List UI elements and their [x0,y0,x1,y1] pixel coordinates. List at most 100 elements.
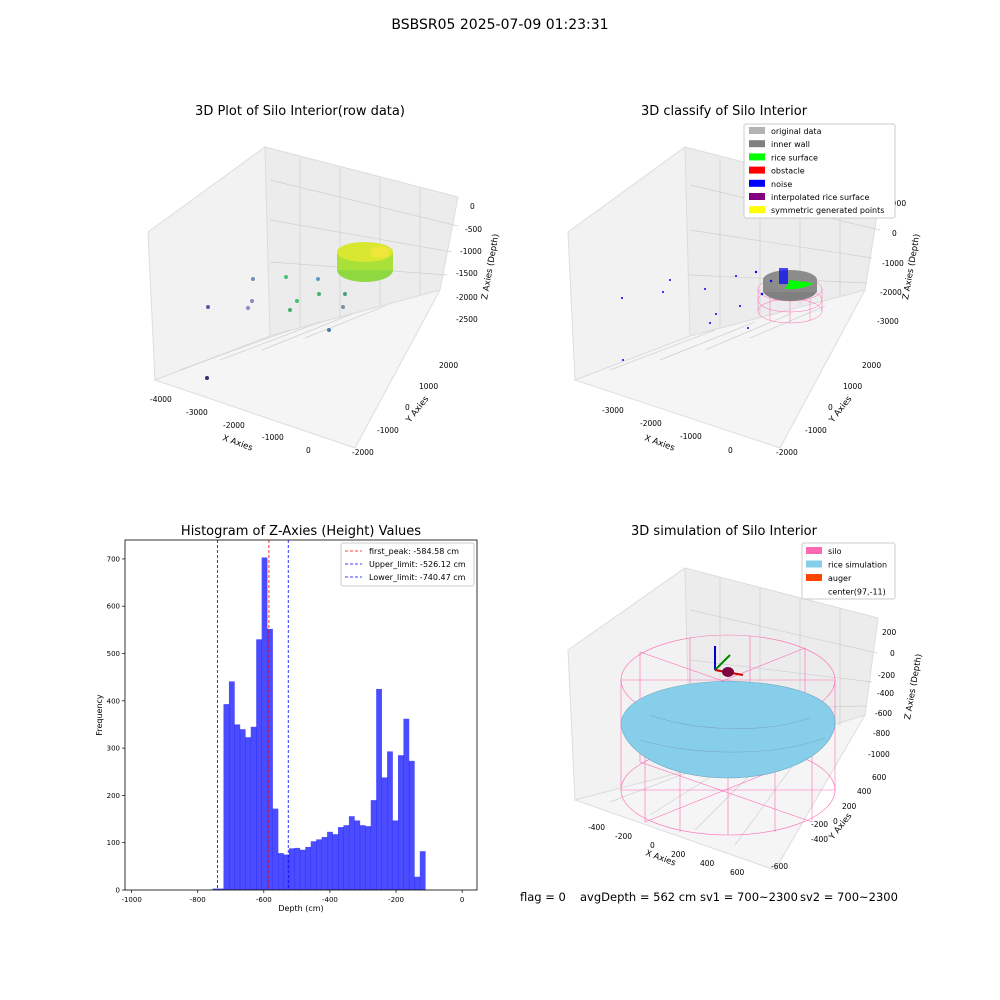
hist-bar [234,724,241,890]
sim-ztick: 200 [882,628,897,637]
legend-label: center(97,-11) [828,588,886,597]
classify-noise-point [747,327,749,329]
hist-bar [359,825,366,890]
hist-bar [321,837,328,890]
classify-xlabel: X Axies [643,433,676,453]
sim-ylabel: Y Axies [827,811,855,843]
legend-label: rice simulation [828,561,887,570]
sim-xtick: 0 [650,841,655,850]
hist-xlabel: Depth (cm) [278,904,323,913]
sim-rice-surface [620,680,836,779]
legend-swatch [749,206,765,214]
hist-xtick-label: -600 [256,896,272,904]
hist-bar [343,825,350,890]
raw-point [206,305,210,309]
raw-xtick: -3000 [186,408,208,417]
classify-noise-point [704,288,706,290]
hist-bar [414,876,421,890]
hist-legend-label: Upper_limit: -526.12 cm [369,560,466,569]
raw-ytick: 1000 [419,382,438,391]
hist-xtick-label: -200 [388,896,404,904]
classify-noise-point [739,305,741,307]
sim-ytick: 0 [833,817,838,826]
sim-xtick: -400 [588,823,605,832]
status-flag: flag = 0 [520,890,566,904]
hist-bar [305,846,312,890]
sim-panel-title: 3D simulation of Silo Interior [631,524,817,539]
classify-xtick: -3000 [602,406,624,415]
hist-bars [212,557,426,890]
sim-legend-box [801,542,896,600]
sim-ytick: -600 [771,862,788,871]
sim-rice-contour [649,714,811,729]
raw-point [251,277,255,281]
raw-point [284,275,288,279]
hist-bar [376,688,382,890]
classify-legend: original data inner wall rice surface obsta… [743,123,896,219]
classify-xtick: -1000 [680,432,702,441]
raw-point [205,376,209,380]
legend-label: auger [828,574,852,583]
raw-xtick: -2000 [223,421,245,430]
histogram-chart: -1000 -800 -600 -400 -200 0 0 100 200 300 400 500 6… [95,539,478,913]
hist-xtick-label: 0 [460,896,464,904]
hist-bar [267,628,273,890]
sim-ztick: 0 [890,649,895,658]
hist-bar [250,726,257,890]
legend-swatch [749,153,765,161]
classify-noise-cluster [779,268,788,284]
classify-rice-surface [785,280,813,290]
hist-ylabel: Frequency [95,694,104,736]
status-avg-depth: avgDepth = 562 cm [580,890,697,904]
hist-bar [256,639,262,890]
hist-title: Histogram of Z-Axies (Height) Values [180,524,422,539]
sim-ztick: -400 [877,689,894,698]
legend-swatch [749,127,765,134]
hist-bar [294,847,301,890]
hist-ytick-label: 100 [107,839,120,847]
hist-bar [381,777,388,890]
hist-bar [261,557,268,890]
legend-label: silo [828,547,842,556]
hist-ytick-label: 400 [107,697,120,705]
classify-ytick: 0 [828,403,833,412]
hist-bar [365,826,372,890]
classify-ytick: -1000 [805,426,827,435]
classify-ytick: 2000 [862,361,881,370]
raw-ztick: -2000 [456,293,478,302]
hist-bar [370,800,377,890]
legend-swatch [749,179,765,187]
sim-ztick: -600 [875,709,892,718]
hist-bar [403,718,410,890]
hist-bar [408,760,415,890]
sim-ytick: -200 [811,820,828,829]
classify-noise-point [669,279,671,281]
raw-ytick: 0 [405,403,410,412]
hist-bar [288,848,295,890]
hist-xtick-label: -1000 [121,896,141,904]
raw-point [343,292,347,296]
raw-ztick: -1500 [456,269,478,278]
classify-noise-point [754,270,758,274]
hist-bar [338,827,344,890]
hist-xtick-label: -400 [322,896,338,904]
sim-tick-labels: -400 -200 0 200 400 600 -600 -400 -200 0… [588,628,897,877]
hist-bar [278,853,284,890]
hist-bar [228,681,235,890]
classify-3d-plot: -3000 -2000 -1000 0 -2000 -1000 0 1000 2… [567,123,923,457]
legend-label: obstacle [771,167,805,176]
raw-ztick: 0 [470,202,475,211]
hist-bar [239,729,246,890]
raw-point [316,277,320,281]
hist-xticks: -1000 -800 -600 -400 -200 0 [121,890,464,904]
hist-ytick-label: 0 [116,887,120,895]
classify-xtick: -2000 [640,419,662,428]
sim-auger-y-axis [714,654,731,671]
classify-ztick: 0 [892,229,897,238]
hist-bar [327,831,333,890]
status-sv1: sv1 = 700~2300 [700,890,798,904]
hist-vlines [216,540,289,890]
raw-panel-title: 3D Plot of Silo Interior(row data) [195,104,405,119]
raw-floor-pane [153,289,441,449]
raw-point [341,305,345,309]
